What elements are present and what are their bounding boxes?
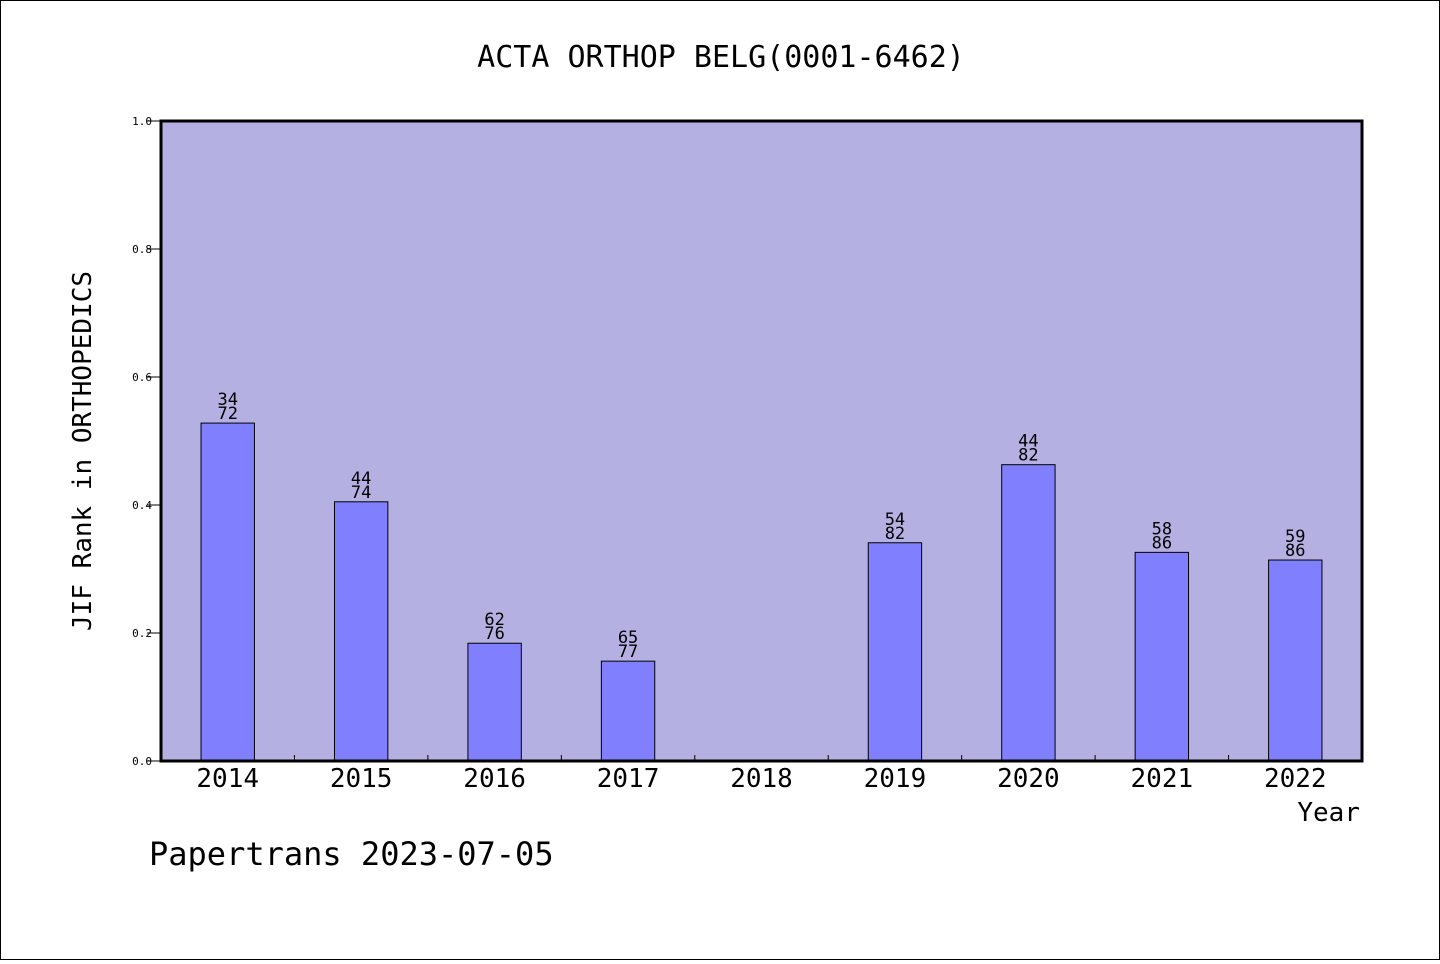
bar-label-rank: 54 [885,510,905,530]
plot-border [159,119,1364,763]
bar-2015 [333,501,389,762]
bar-label-rank: 34 [217,390,237,410]
y-tick-label: 0.0 [132,755,152,768]
y-axis-label: JIF Rank in ORTHOPEDICS [68,271,98,631]
bar-label-total: 74 [351,483,371,503]
x-tick-label: 2022 [1264,764,1327,794]
y-tick-label: 0.2 [132,627,152,640]
y-tick-label: 0.8 [132,243,152,256]
bar-2016 [467,642,522,762]
bar-2014 [200,422,255,762]
bars-group [200,422,1323,762]
x-tick-label: 2021 [1131,764,1194,794]
x-tick-label: 2015 [330,764,393,794]
x-tick-label: 2020 [997,764,1060,794]
y-tick-label: 0.4 [132,499,152,512]
bar-label-total: 86 [1285,541,1305,561]
x-tick-label: 2017 [597,764,660,794]
bar-label-rank: 65 [618,628,638,648]
bar-2017 [600,660,656,762]
chart-title: ACTA ORTHOP BELG(0001-6462) [477,40,965,75]
bar-label-total: 77 [618,642,638,662]
x-tick-label: 2018 [730,764,793,794]
bar-label-total: 86 [1152,533,1172,553]
bar-label-rank: 58 [1152,519,1172,539]
x-axis-label: Year [1297,798,1360,828]
bar-2020 [1001,464,1056,762]
footer-text: Papertrans 2023-07-05 [149,835,554,873]
bar-label-rank: 44 [1018,432,1038,452]
x-tick-label: 2014 [196,764,259,794]
bar-label-total: 72 [217,404,237,424]
x-tick-label: 2016 [463,764,526,794]
x-tick-label: 2019 [864,764,927,794]
bar-label-total: 76 [484,624,504,644]
bar-2022 [1268,559,1323,762]
bar-label-rank: 59 [1285,527,1305,547]
y-axis: 0.0 0.2 0.4 0.6 0.8 1.0 [132,115,161,768]
bar-label-total: 82 [885,524,905,544]
bar-label-total: 82 [1018,446,1038,466]
bar-label-rank: 62 [484,610,504,630]
y-tick-label: 1.0 [132,115,152,128]
bar-label-rank: 44 [351,469,371,489]
bar-2019 [867,542,923,762]
bar-2021 [1134,551,1190,762]
y-tick-label: 0.6 [132,371,152,384]
x-axis: 2014 2015 2016 2017 2018 2019 2020 2021 2022 [196,755,1327,794]
